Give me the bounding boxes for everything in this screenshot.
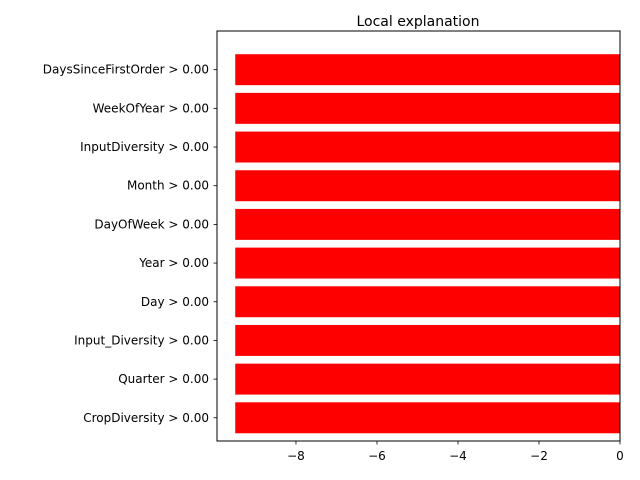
bar [235, 170, 620, 202]
bar [235, 92, 620, 124]
y-tick-label: Input_Diversity > 0.00 [74, 333, 209, 347]
x-tick-label: −2 [530, 449, 548, 463]
y-tick-label: DayOfWeek > 0.00 [94, 217, 209, 231]
y-tick-label: Year > 0.00 [138, 256, 209, 270]
bar [235, 286, 620, 318]
y-tick-label: Month > 0.00 [127, 179, 209, 193]
y-tick-label: CropDiversity > 0.00 [83, 411, 209, 425]
bar [235, 402, 620, 434]
x-ticks: −8 −6 −4 −2 0 [287, 441, 624, 463]
y-tick-label: InputDiversity > 0.00 [80, 140, 209, 154]
y-tick-labels: DaysSinceFirstOrder > 0.00 WeekOfYear > 0… [43, 63, 217, 425]
bar [235, 247, 620, 279]
chart-title: Local explanation [356, 14, 479, 30]
y-tick-label: Day > 0.00 [141, 295, 209, 309]
bar [235, 324, 620, 356]
x-tick-label: 0 [616, 449, 624, 463]
y-tick-label: WeekOfYear > 0.00 [93, 101, 209, 115]
bar [235, 131, 620, 163]
bar [235, 54, 620, 86]
x-tick-label: −6 [368, 449, 386, 463]
y-tick-label: Quarter > 0.00 [118, 372, 209, 386]
x-tick-label: −8 [287, 449, 305, 463]
bar [235, 363, 620, 395]
bar [235, 208, 620, 240]
axes-frame [216, 30, 621, 442]
bars-group [235, 54, 620, 434]
x-tick-label: −4 [449, 449, 467, 463]
y-tick-label: DaysSinceFirstOrder > 0.00 [43, 63, 209, 77]
